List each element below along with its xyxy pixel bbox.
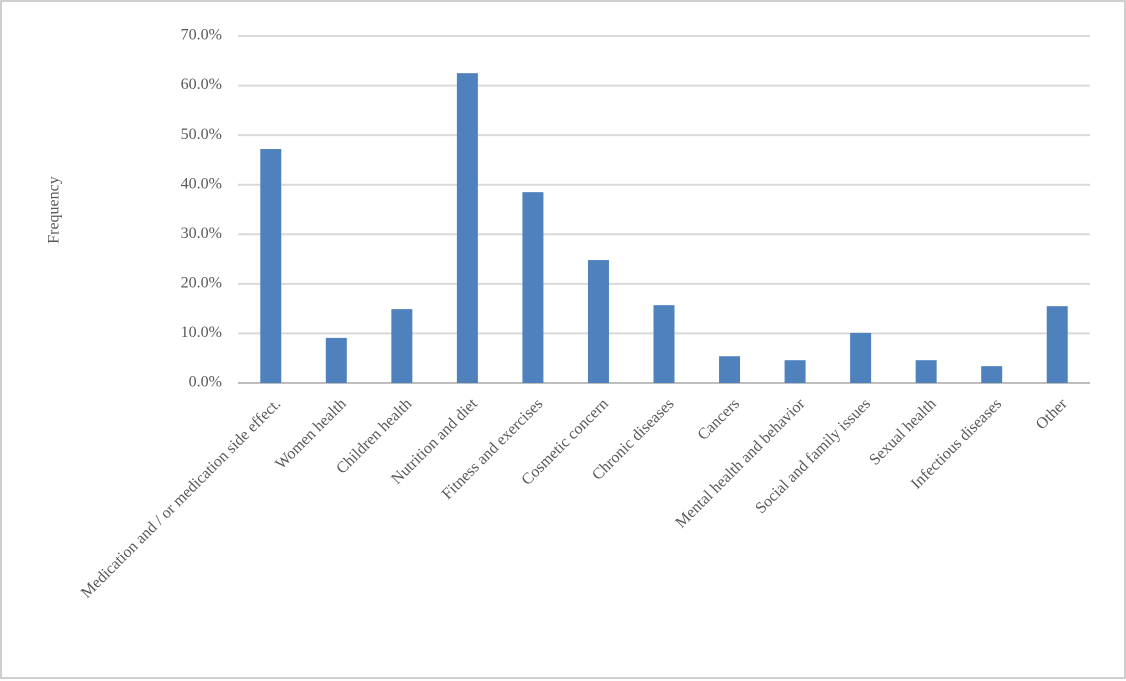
bar bbox=[260, 149, 282, 383]
bar bbox=[653, 305, 675, 383]
y-axis-label: Frequency bbox=[46, 176, 63, 244]
y-tick-label: 30.0% bbox=[181, 225, 222, 242]
y-tick-label: 70.0% bbox=[181, 27, 222, 44]
bar bbox=[981, 366, 1003, 383]
bar bbox=[456, 73, 478, 383]
y-tick-label: 0.0% bbox=[189, 374, 222, 391]
bar bbox=[850, 332, 872, 383]
bar bbox=[325, 337, 347, 383]
bar bbox=[391, 309, 413, 383]
y-tick-label: 20.0% bbox=[181, 275, 222, 292]
bar bbox=[522, 192, 544, 383]
y-tick-label: 50.0% bbox=[181, 126, 222, 143]
y-tick-label: 10.0% bbox=[181, 324, 222, 341]
y-tick-label: 60.0% bbox=[181, 76, 222, 93]
bar bbox=[784, 360, 806, 383]
bar bbox=[719, 356, 741, 383]
bar bbox=[587, 260, 609, 383]
bar bbox=[915, 360, 937, 383]
bar bbox=[1046, 306, 1068, 383]
y-tick-label: 40.0% bbox=[181, 175, 222, 192]
